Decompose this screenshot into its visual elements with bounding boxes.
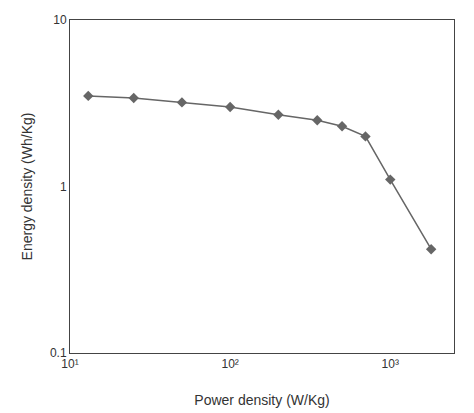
svg-text:10²: 10²: [221, 357, 238, 371]
svg-text:0.1: 0.1: [50, 346, 67, 360]
svg-text:1: 1: [60, 180, 67, 194]
svg-text:Energy density (Wh/Kg): Energy density (Wh/Kg): [19, 113, 35, 261]
svg-text:10¹: 10¹: [61, 357, 78, 371]
svg-text:Power density (W/Kg): Power density (W/Kg): [194, 392, 329, 408]
svg-text:10: 10: [53, 13, 67, 27]
svg-text:10³: 10³: [382, 357, 399, 371]
